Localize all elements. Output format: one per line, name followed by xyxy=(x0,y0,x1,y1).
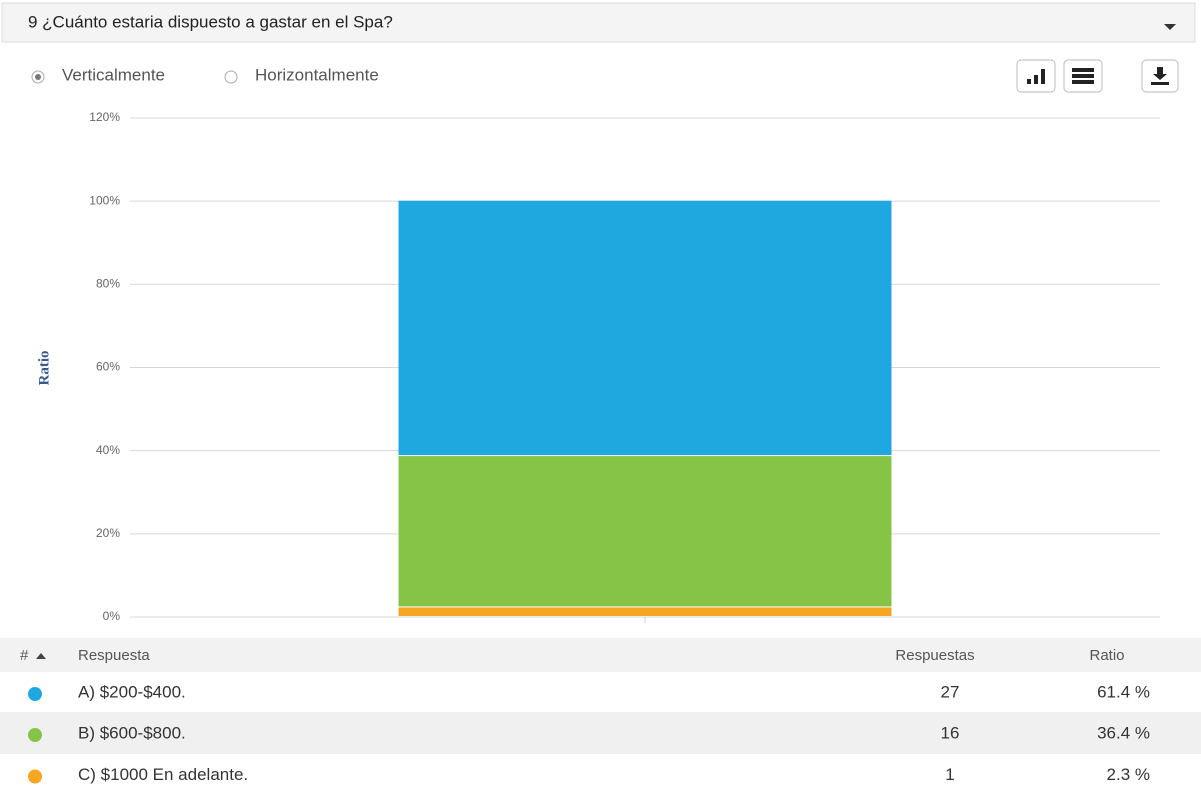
bar-segment xyxy=(398,456,892,607)
icon-part xyxy=(1027,79,1031,84)
question-title: 9 ¿Cuánto estaria dispuesto a gastar en … xyxy=(28,12,393,31)
y-tick-label: 120% xyxy=(89,110,120,124)
icon-part xyxy=(1072,74,1094,78)
radio-label: Verticalmente xyxy=(62,65,165,84)
table-row xyxy=(0,754,1201,795)
dropdown-arrow[interactable] xyxy=(1164,24,1176,30)
legend-dot xyxy=(28,769,42,784)
icon-part xyxy=(1041,69,1045,84)
table-header xyxy=(0,638,1201,672)
icon-part xyxy=(1072,80,1094,84)
y-tick-label: 0% xyxy=(103,609,121,623)
column-header: Respuestas xyxy=(895,647,974,664)
sort-arrow xyxy=(36,653,46,659)
table-view-button[interactable] xyxy=(1063,59,1103,93)
radio-horizontal[interactable] xyxy=(224,70,238,84)
legend-dot xyxy=(28,687,42,701)
table-row xyxy=(0,672,1201,712)
icon-part xyxy=(1151,82,1169,85)
table-row xyxy=(0,712,1201,754)
y-axis-label: Ratio xyxy=(36,351,52,386)
icon-part xyxy=(1034,75,1038,84)
download-button[interactable] xyxy=(1141,59,1179,93)
response-count: 27 xyxy=(941,682,960,701)
y-tick-label: 60% xyxy=(96,360,120,374)
header-bar xyxy=(1,2,1196,43)
chart-type-button[interactable] xyxy=(1016,59,1056,93)
y-tick-label: 80% xyxy=(96,277,120,291)
ratio-label: 61.4 % xyxy=(1097,682,1150,701)
bar-segment xyxy=(398,200,892,456)
legend-dot xyxy=(28,728,42,742)
response-count: 1 xyxy=(945,765,954,784)
ratio-label: 36.4 % xyxy=(1097,723,1150,742)
answer-label: A) $200-$400. xyxy=(78,682,186,701)
answer-label: B) $600-$800. xyxy=(78,723,186,742)
y-tick-label: 40% xyxy=(96,443,120,457)
y-tick-label: 20% xyxy=(96,526,120,540)
radio-label: Horizontalmente xyxy=(255,65,379,84)
icon-part xyxy=(1072,68,1094,72)
bar-segment xyxy=(398,607,892,616)
ratio-label: 2.3 % xyxy=(1107,765,1150,784)
column-header: Respuesta xyxy=(78,647,150,664)
column-header[interactable]: # xyxy=(20,647,29,664)
y-tick-label: 100% xyxy=(89,193,120,207)
response-count: 16 xyxy=(941,723,960,742)
column-header: Ratio xyxy=(1089,647,1124,664)
icon-part xyxy=(1153,67,1167,80)
radio-dot xyxy=(35,74,41,80)
answer-label: C) $1000 En adelante. xyxy=(78,765,248,784)
